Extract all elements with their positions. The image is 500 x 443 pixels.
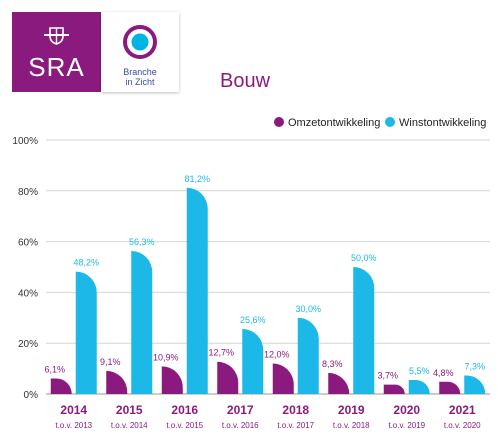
data-label-winst: 56,3% (129, 237, 155, 247)
data-label-omzet: 8,3% (322, 359, 343, 369)
x-tick-label: 2021 (449, 403, 476, 417)
y-tick-label: 100% (12, 136, 38, 147)
bar-omzet (161, 366, 183, 394)
data-label-winst: 48,2% (73, 258, 99, 268)
x-sub-label: t.o.v. 2014 (111, 421, 148, 430)
data-label-winst: 25,6% (240, 315, 266, 325)
bar-omzet (272, 363, 294, 394)
x-tick-label: 2019 (338, 403, 365, 417)
bar-winst (75, 271, 97, 394)
data-label-winst: 50,0% (351, 253, 377, 263)
data-label-omzet: 4,8% (433, 368, 454, 378)
y-tick-label: 0% (24, 390, 39, 401)
sra-logo-text: SRA (28, 52, 85, 82)
data-label-winst: 30,0% (295, 304, 321, 314)
bar-omzet (439, 381, 461, 394)
branche-in-zicht-logo: Branche in Zicht (101, 12, 179, 92)
data-label-winst: 5,5% (409, 366, 430, 376)
x-tick-label: 2018 (282, 403, 309, 417)
bar-omzet (106, 370, 128, 394)
bar-winst (131, 250, 153, 394)
bar-winst (186, 187, 208, 394)
x-sub-label: t.o.v. 2017 (277, 421, 314, 430)
bar-winst (242, 328, 264, 394)
y-tick-label: 40% (18, 288, 38, 299)
bar-winst (408, 380, 430, 394)
x-tick-label: 2014 (60, 403, 87, 417)
chart-title: Bouw (220, 70, 271, 92)
data-label-omzet: 6,1% (44, 365, 65, 375)
sra-logo: SRA (12, 12, 101, 92)
bar-winst (297, 317, 319, 394)
bar-winst (464, 375, 486, 394)
legend-item-winst: Winstontwikkeling (385, 117, 486, 129)
x-tick-label: 2016 (171, 403, 198, 417)
x-sub-label: t.o.v. 2020 (444, 421, 481, 430)
branche-in-zicht-line2: in Zicht (125, 77, 155, 87)
data-label-omzet: 10,9% (153, 352, 179, 362)
legend-marker-winst (385, 117, 395, 127)
legend-label-omzet: Omzetontwikkeling (288, 117, 381, 129)
bar-omzet (328, 372, 350, 394)
x-tick-label: 2020 (393, 403, 420, 417)
target-icon (123, 25, 157, 59)
bar-omzet (50, 378, 72, 394)
x-sub-label: t.o.v. 2015 (166, 421, 203, 430)
branche-in-zicht-line1: Branche (123, 67, 157, 77)
bar-omzet (383, 384, 405, 394)
bar-winst (353, 267, 375, 394)
data-label-omzet: 3,7% (377, 371, 398, 381)
data-label-winst: 81,2% (184, 174, 210, 184)
data-label-omzet: 12,7% (208, 348, 234, 358)
y-tick-label: 80% (18, 187, 38, 198)
branche-in-zicht-text: Branche in Zicht (101, 67, 179, 87)
data-label-omzet: 12,0% (264, 350, 290, 360)
y-tick-label: 60% (18, 238, 38, 249)
data-label-winst: 7,3% (464, 361, 485, 371)
legend-label-winst: Winstontwikkeling (399, 117, 487, 129)
x-sub-label: t.o.v. 2018 (333, 421, 370, 430)
x-tick-label: 2017 (227, 403, 254, 417)
x-tick-label: 2015 (116, 403, 143, 417)
y-tick-label: 20% (18, 339, 38, 350)
data-label-omzet: 9,1% (100, 357, 121, 367)
shield-icon (44, 27, 69, 45)
x-sub-label: t.o.v. 2019 (388, 421, 425, 430)
x-sub-label: t.o.v. 2013 (55, 421, 92, 430)
legend-marker-omzet (274, 117, 284, 127)
legend-item-omzet: Omzetontwikkeling (274, 117, 380, 129)
bar-omzet (217, 361, 239, 394)
x-sub-label: t.o.v. 2016 (222, 421, 259, 430)
